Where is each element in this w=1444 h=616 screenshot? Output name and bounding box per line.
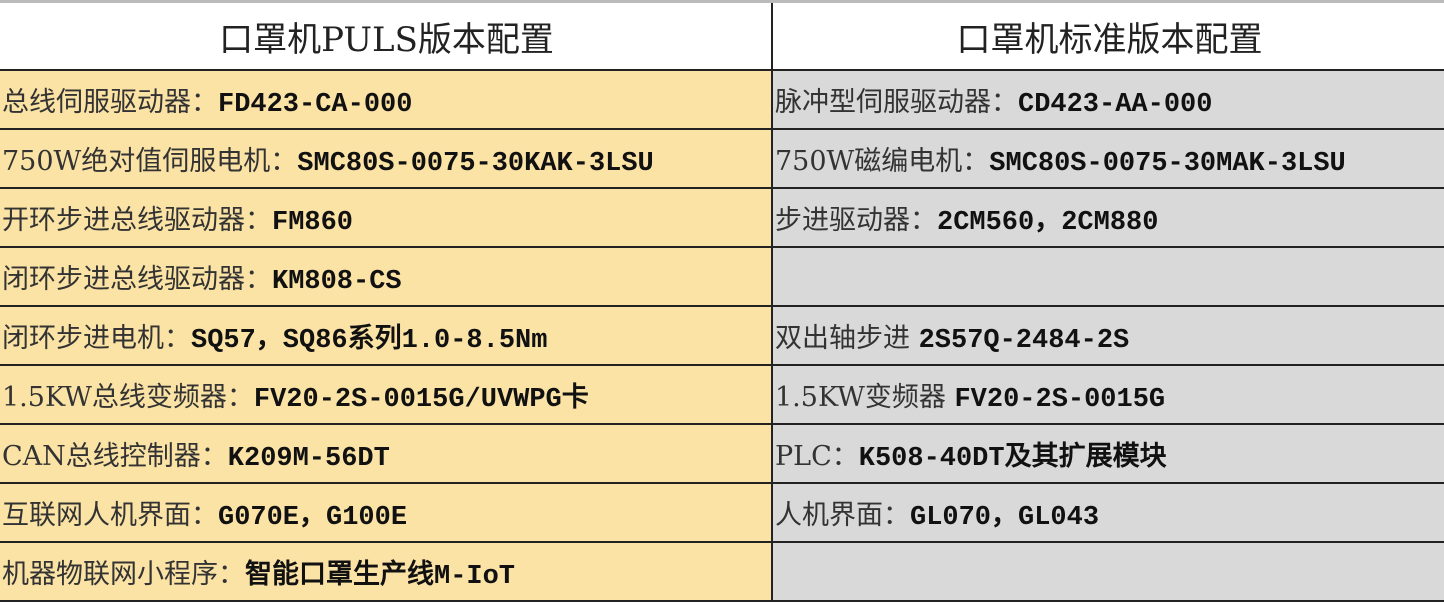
model-value: FV20-2S-0015G <box>954 384 1166 415</box>
model-value: SMC80S-0075-30KAK-3LSU <box>297 148 654 179</box>
table-row: 机器物联网小程序：智能口罩生产线M-IoT <box>0 541 1444 602</box>
header-puls: 口罩机PULS版本配置 <box>0 0 773 71</box>
component-label: 1.5KW变频器 <box>775 381 955 413</box>
component-label: 750W磁编电机： <box>775 145 990 177</box>
right-config-cell <box>771 541 1444 602</box>
model-value: 2S57Q-2484-2S <box>918 325 1130 356</box>
model-value: 智能口罩生产线M-IoT <box>245 561 516 592</box>
right-config-cell: 步进驱动器：2CM560，2CM880 <box>771 187 1444 248</box>
header-standard: 口罩机标准版本配置 <box>771 0 1444 71</box>
component-label: 总线伺服驱动器： <box>2 86 218 118</box>
component-label: 脉冲型伺服驱动器： <box>775 86 1018 118</box>
component-label: 开环步进总线驱动器： <box>2 204 272 236</box>
left-config-cell: 闭环步进总线驱动器：KM808-CS <box>0 246 773 307</box>
component-label: CAN总线控制器： <box>2 440 228 472</box>
table-row: 互联网人机界面：G070E，G100E 人机界面：GL070，GL043 <box>0 482 1444 543</box>
left-config-cell: 互联网人机界面：G070E，G100E <box>0 482 773 543</box>
left-config-cell: 开环步进总线驱动器：FM860 <box>0 187 773 248</box>
component-label: 人机界面： <box>775 499 910 531</box>
left-config-cell: 总线伺服驱动器：FD423-CA-000 <box>0 69 773 130</box>
right-config-cell: 双出轴步进 2S57Q-2484-2S <box>771 305 1444 366</box>
right-config-cell: 750W磁编电机：SMC80S-0075-30MAK-3LSU <box>771 128 1444 189</box>
component-label: 闭环步进电机： <box>2 322 191 354</box>
component-label: 步进驱动器： <box>775 204 937 236</box>
component-label: 750W绝对值伺服电机： <box>2 145 298 177</box>
model-value: FD423-CA-000 <box>218 89 413 120</box>
right-config-cell <box>771 246 1444 307</box>
right-config-cell: 1.5KW变频器 FV20-2S-0015G <box>771 364 1444 425</box>
model-value: GL070，GL043 <box>910 502 1100 533</box>
model-value: SQ57，SQ86系列1.0-8.5Nm <box>191 325 548 356</box>
model-value: G070E，G100E <box>218 502 408 533</box>
table-row: 闭环步进总线驱动器：KM808-CS <box>0 246 1444 307</box>
table-row: 总线伺服驱动器：FD423-CA-000 脉冲型伺服驱动器：CD423-AA-00… <box>0 69 1444 130</box>
model-value: KM808-CS <box>272 266 402 297</box>
left-config-cell: 750W绝对值伺服电机：SMC80S-0075-30KAK-3LSU <box>0 128 773 189</box>
model-value: SMC80S-0075-30MAK-3LSU <box>989 148 1346 179</box>
table-row: 开环步进总线驱动器：FM860 步进驱动器：2CM560，2CM880 <box>0 187 1444 248</box>
model-value: CD423-AA-000 <box>1018 89 1213 120</box>
config-comparison-table: 口罩机PULS版本配置 口罩机标准版本配置 总线伺服驱动器：FD423-CA-0… <box>0 0 1444 602</box>
component-label: 闭环步进总线驱动器： <box>2 263 272 295</box>
left-config-cell: 1.5KW总线变频器：FV20-2S-0015G/UVWPG卡 <box>0 364 773 425</box>
component-label: 双出轴步进 <box>775 322 919 354</box>
model-value: K209M-56DT <box>227 443 390 474</box>
model-value: FM860 <box>272 207 354 238</box>
right-config-cell: 脉冲型伺服驱动器：CD423-AA-000 <box>771 69 1444 130</box>
component-label: 机器物联网小程序： <box>2 558 245 590</box>
left-config-cell: 闭环步进电机：SQ57，SQ86系列1.0-8.5Nm <box>0 305 773 366</box>
table-row: 750W绝对值伺服电机：SMC80S-0075-30KAK-3LSU 750W磁编… <box>0 128 1444 189</box>
component-label: 互联网人机界面： <box>2 499 218 531</box>
table-row: 闭环步进电机：SQ57，SQ86系列1.0-8.5Nm 双出轴步进 2S57Q-2… <box>0 305 1444 366</box>
table-row: CAN总线控制器：K209M-56DT PLC：K508-40DT及其扩展模块 <box>0 423 1444 484</box>
right-config-cell: PLC：K508-40DT及其扩展模块 <box>771 423 1444 484</box>
table-row: 1.5KW总线变频器：FV20-2S-0015G/UVWPG卡 1.5KW变频器 … <box>0 364 1444 425</box>
model-value: K508-40DT及其扩展模块 <box>858 443 1167 474</box>
component-label: PLC： <box>775 440 859 472</box>
right-config-cell: 人机界面：GL070，GL043 <box>771 482 1444 543</box>
left-config-cell: CAN总线控制器：K209M-56DT <box>0 423 773 484</box>
component-label: 1.5KW总线变频器： <box>2 381 254 413</box>
model-value: FV20-2S-0015G/UVWPG卡 <box>253 384 589 415</box>
left-config-cell: 机器物联网小程序：智能口罩生产线M-IoT <box>0 541 773 602</box>
model-value: 2CM560，2CM880 <box>937 207 1159 238</box>
header-row: 口罩机PULS版本配置 口罩机标准版本配置 <box>0 0 1444 71</box>
